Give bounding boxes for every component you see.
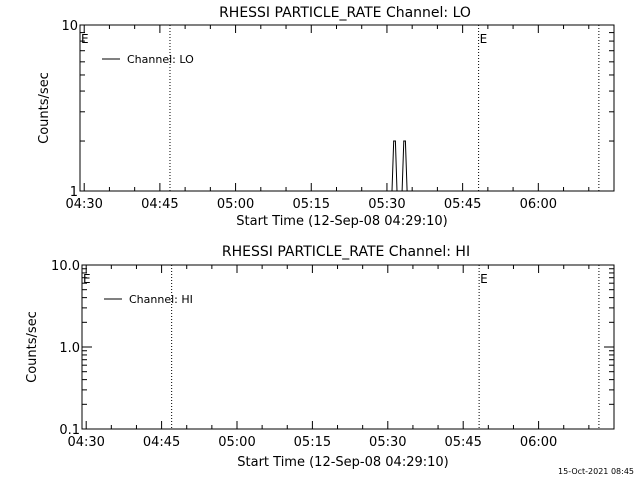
data-point	[396, 190, 398, 192]
x-tick-label: 05:30	[369, 435, 406, 450]
x-tick-label: 04:30	[67, 435, 104, 450]
data-point	[403, 140, 405, 142]
data-point	[404, 140, 406, 142]
y-tick-label: 0.1	[59, 423, 80, 438]
x-axis-label: Start Time (12-Sep-08 04:29:10)	[237, 455, 448, 470]
data-point	[391, 190, 393, 192]
data-series-line	[391, 140, 408, 192]
start-marker-label: E	[81, 32, 89, 46]
data-point	[394, 140, 396, 142]
time-marker-label: E	[480, 32, 488, 46]
data-point	[406, 190, 408, 192]
chart-panel-2: RHESSI PARTICLE_RATE Channel: HI 04:30 04:…	[25, 244, 615, 470]
y-tick-label: 1	[70, 185, 78, 200]
y-tick-label: 10	[61, 19, 78, 34]
legend-label: Channel: LO	[127, 53, 194, 66]
x-tick-label: 05:15	[294, 435, 331, 450]
x-tick-label: 05:00	[217, 197, 254, 212]
chart-title: RHESSI PARTICLE_RATE Channel: HI	[222, 244, 470, 260]
y-axis-label: Counts/sec	[37, 72, 52, 144]
plot-frame	[81, 264, 615, 430]
x-tick-label: 06:00	[520, 435, 557, 450]
x-tick-label: 05:00	[218, 435, 255, 450]
x-axis-label: Start Time (12-Sep-08 04:29:10)	[236, 214, 447, 229]
x-tick-label: 04:45	[143, 435, 180, 450]
chart-title: RHESSI PARTICLE_RATE Channel: LO	[219, 5, 471, 21]
time-marker-label: E	[480, 272, 488, 286]
x-tick-label: 04:30	[65, 197, 102, 212]
x-tick-label: 05:45	[444, 197, 481, 212]
data-point	[398, 190, 400, 192]
data-point	[401, 190, 403, 192]
data-point	[393, 140, 395, 142]
x-tick-label: 06:00	[520, 197, 557, 212]
y-tick-label: 1.0	[59, 341, 80, 356]
plot-frame	[79, 24, 615, 192]
y-tick-label: 10.0	[51, 259, 80, 274]
x-tick-label: 04:45	[141, 197, 178, 212]
start-marker-label: E	[83, 272, 91, 286]
y-axis-label: Counts/sec	[25, 311, 40, 383]
x-tick-label: 05:15	[293, 197, 330, 212]
legend-label: Channel: HI	[129, 293, 193, 306]
footer-timestamp: 15-Oct-2021 08:45	[558, 467, 634, 476]
x-tick-label: 05:30	[368, 197, 405, 212]
chart-panel-1: RHESSI PARTICLE_RATE Channel: LO 04:30 04:…	[37, 5, 615, 229]
x-tick-label: 05:45	[444, 435, 481, 450]
